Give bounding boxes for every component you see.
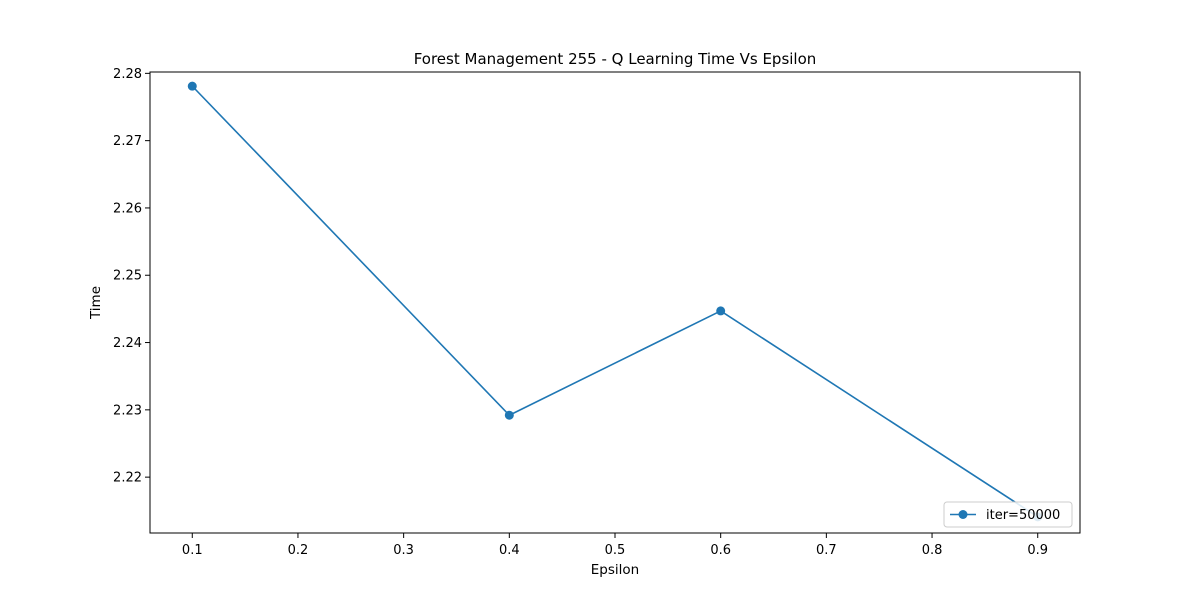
y-axis-label: Time xyxy=(88,286,104,320)
data-point xyxy=(504,410,514,420)
legend-marker-swatch xyxy=(958,510,968,519)
x-tick-label: 0.2 xyxy=(288,543,309,558)
x-tick-label: 0.4 xyxy=(499,543,520,558)
plot-frame xyxy=(149,71,1081,534)
x-tick-label: 0.1 xyxy=(182,543,203,558)
x-tick-label: 0.3 xyxy=(393,543,414,558)
y-tick-label: 2.25 xyxy=(113,269,142,284)
chart-title: Forest Management 255 - Q Learning Time … xyxy=(414,50,817,68)
legend: iter=50000 xyxy=(943,501,1073,528)
plot-series-layer xyxy=(187,81,1043,522)
legend-box xyxy=(943,501,1073,528)
y-tick-label: 2.23 xyxy=(113,403,142,418)
data-point xyxy=(187,81,197,91)
data-point xyxy=(716,306,726,316)
y-tick-label: 2.26 xyxy=(113,201,142,216)
x-tick-label: 0.5 xyxy=(605,543,626,558)
y-tick-label: 2.28 xyxy=(113,67,142,82)
x-tick-label: 0.9 xyxy=(1027,543,1048,558)
x-tick-label: 0.7 xyxy=(816,543,837,558)
x-axis-label: Epsilon xyxy=(591,562,639,578)
y-tick-label: 2.27 xyxy=(113,134,142,149)
y-tick-label: 2.22 xyxy=(113,471,142,486)
y-tick-label: 2.24 xyxy=(113,336,142,351)
x-tick-label: 0.8 xyxy=(922,543,943,558)
y-axis: 2.22 2.23 2.24 2.25 2.26 2.27 2.28 xyxy=(113,67,150,486)
x-tick-label: 0.6 xyxy=(710,543,731,558)
x-axis: 0.1 0.2 0.3 0.4 0.5 0.6 0.7 0.8 0.9 xyxy=(182,533,1048,558)
legend-entry-label: iter=50000 xyxy=(986,508,1060,523)
series-line xyxy=(191,85,1039,518)
